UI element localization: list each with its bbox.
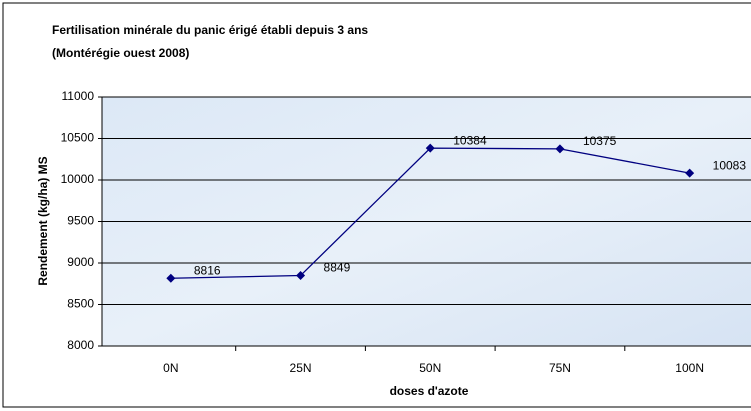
x-tick-label: 75N: [549, 361, 571, 375]
chart-subtitle: (Montérégie ouest 2008): [52, 46, 189, 60]
data-point: [425, 143, 435, 153]
y-tick-label: 11000: [62, 89, 95, 103]
x-tick-label: 25N: [290, 361, 312, 375]
x-tick-label: 0N: [163, 361, 178, 375]
y-tick-label: 9000: [67, 255, 94, 269]
data-label: 10083: [713, 158, 747, 172]
data-point: [166, 273, 176, 283]
data-point: [685, 168, 695, 178]
data-point: [296, 271, 306, 281]
x-axis-title: doses d'azote: [390, 384, 469, 398]
y-tick-label: 8000: [67, 338, 94, 352]
y-tick-label: 10000: [61, 172, 95, 186]
data-label: 8849: [324, 261, 351, 275]
x-tick-label: 50N: [419, 361, 441, 375]
y-axis-title: Rendement (kg/ha) MS: [36, 156, 50, 285]
data-label: 10375: [583, 134, 617, 148]
chart-title: Fertilisation minérale du panic érigé ét…: [52, 23, 368, 37]
data-label: 10384: [453, 133, 487, 147]
x-tick-label: 100N: [675, 361, 704, 375]
y-tick-label: 8500: [67, 297, 94, 311]
y-tick-label: 10500: [61, 131, 95, 145]
y-tick-label: 9500: [67, 214, 94, 228]
data-point: [555, 144, 565, 154]
data-label: 8816: [194, 263, 221, 277]
